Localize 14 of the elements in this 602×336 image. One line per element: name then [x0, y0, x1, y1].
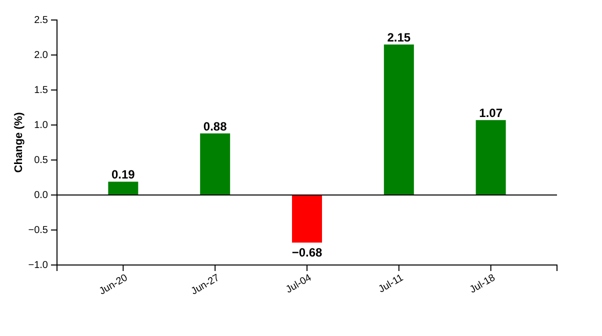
y-tick-label: 2.5 [34, 15, 48, 26]
y-tick-label: 0.0 [34, 190, 48, 202]
y-tick-label: 2.0 [34, 50, 48, 62]
data-label: −0.68 [292, 246, 322, 260]
y-tick-label: −0.5 [28, 225, 48, 236]
y-tick-label: 1.0 [34, 120, 48, 132]
y-axis-title: Change (%) [13, 112, 25, 173]
data-label: 0.88 [203, 119, 228, 134]
y-tick-label: 0.5 [34, 155, 48, 166]
data-label: 2.15 [387, 30, 411, 44]
y-tick-label: −1.0 [28, 260, 48, 272]
data-label: 0.19 [111, 168, 136, 182]
data-label: 1.07 [479, 106, 503, 120]
y-tick-label: 1.5 [34, 85, 48, 96]
